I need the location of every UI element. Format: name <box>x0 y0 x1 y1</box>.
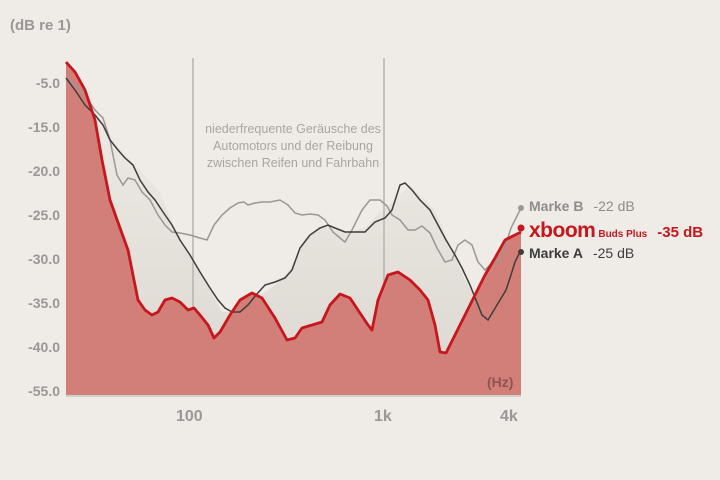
legend-marke-b-label: Marke B <box>529 198 584 214</box>
xboom-end-marker <box>517 224 525 232</box>
legend-marke-b: Marke B -22 dB <box>529 198 635 214</box>
y-tick-label: -55.0 <box>28 383 60 399</box>
xboom-line <box>64 61 522 355</box>
y-tick-label: -40.0 <box>28 339 60 355</box>
y-tick-label: -30.0 <box>28 251 60 267</box>
y-tick-label: -35.0 <box>28 295 60 311</box>
marke-a-end-marker <box>518 249 524 255</box>
y-tick-label: -5.0 <box>35 75 60 91</box>
marke-b-line <box>65 77 522 272</box>
annotation-line-2: Automotors und der Reibung <box>213 139 373 153</box>
legend-marke-a-value: -25 dB <box>592 245 635 261</box>
legend-xboom-value: -35 dB <box>657 224 704 241</box>
y-tick-label: -15.0 <box>28 119 60 135</box>
y-tick-label: -20.0 <box>28 163 60 179</box>
annotation-line-3: zwischen Reifen und Fahrbahn <box>206 156 380 170</box>
x-tick-label: 4k <box>500 408 518 425</box>
legend-marke-a: Marke A -25 dB <box>529 245 634 261</box>
marke-a-line <box>65 77 522 322</box>
legend-marke-b-value: -22 dB <box>593 198 635 214</box>
chart-annotation: niederfrequente Geräusche des Automotors… <box>193 121 393 172</box>
legend-xboom: xboom Buds Plus -35 dB <box>529 219 703 243</box>
x-tick-label: 1k <box>374 408 392 425</box>
y-tick-label: -25.0 <box>28 207 60 223</box>
y-axis-unit-label: (dB re 1) <box>10 17 71 34</box>
x-axis-unit-label: (Hz) <box>487 374 514 390</box>
xboom-brand-logo: xboom <box>529 219 596 242</box>
xboom-area-fill <box>66 62 521 395</box>
legend-marke-a-label: Marke A <box>529 245 583 261</box>
x-tick-label: 100 <box>176 408 203 425</box>
marke-b-end-marker <box>518 205 524 211</box>
xboom-brand-sub: Buds Plus <box>598 229 648 240</box>
annotation-line-1: niederfrequente Geräusche des <box>205 122 381 136</box>
